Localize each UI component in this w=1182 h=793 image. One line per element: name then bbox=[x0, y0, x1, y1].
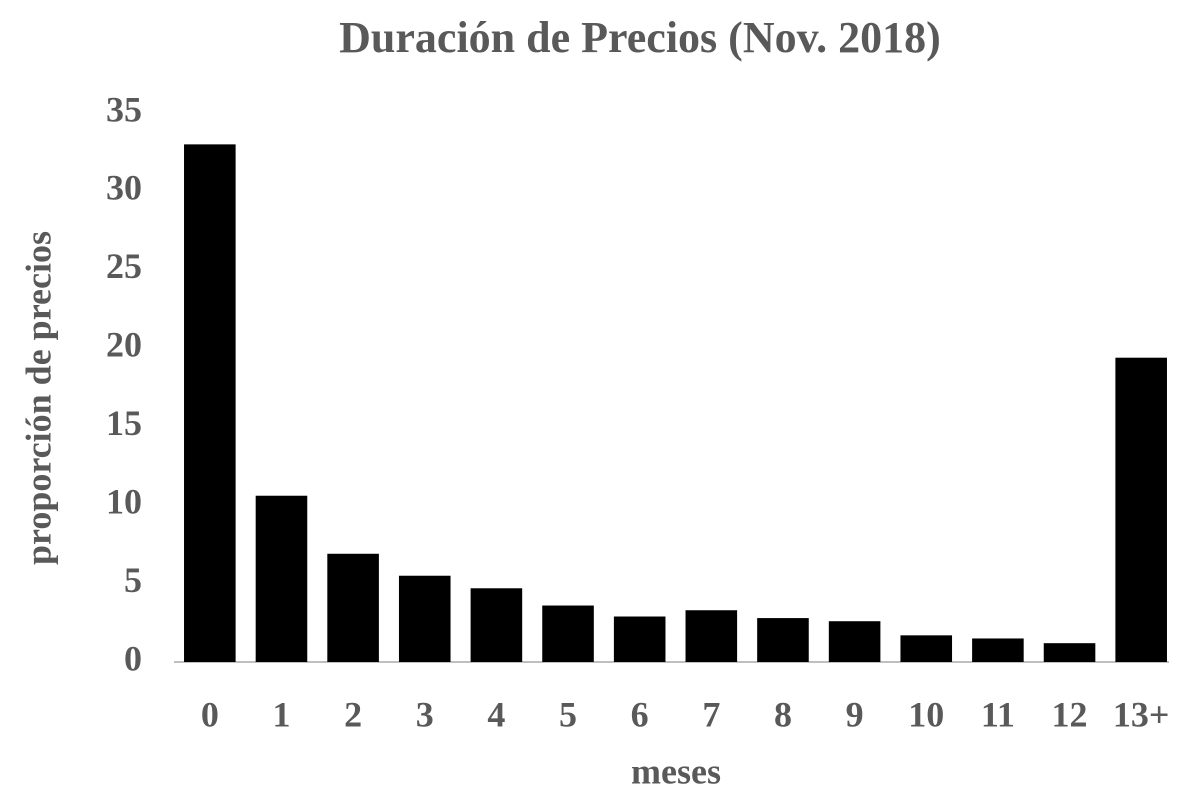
bar bbox=[972, 638, 1024, 662]
x-axis-title: meses bbox=[631, 751, 721, 791]
y-tick-label: 5 bbox=[124, 560, 142, 600]
x-tick-label: 5 bbox=[559, 694, 577, 734]
bar bbox=[685, 610, 738, 662]
x-tick-label: 0 bbox=[201, 694, 219, 734]
x-tick-label: 13+ bbox=[1113, 694, 1170, 734]
x-tick-label: 3 bbox=[416, 694, 434, 734]
bar bbox=[900, 635, 953, 662]
x-tick-label: 9 bbox=[846, 694, 864, 734]
y-axis-title: proporción de precios bbox=[18, 231, 58, 565]
x-tick-label: 2 bbox=[344, 694, 362, 734]
bar bbox=[828, 621, 881, 662]
y-tick-label: 30 bbox=[106, 168, 142, 208]
bar bbox=[1115, 357, 1167, 662]
y-tick-label: 10 bbox=[106, 481, 142, 521]
bar bbox=[757, 618, 809, 662]
bar bbox=[1043, 643, 1096, 662]
y-tick-label: 0 bbox=[124, 638, 142, 678]
y-tick-label: 15 bbox=[106, 403, 142, 443]
bar bbox=[398, 575, 451, 662]
y-tick-label: 20 bbox=[106, 325, 142, 365]
x-tick-label: 7 bbox=[702, 694, 720, 734]
y-tick-label: 35 bbox=[106, 89, 142, 129]
x-tick-label: 11 bbox=[981, 694, 1015, 734]
x-tick-label: 6 bbox=[631, 694, 649, 734]
bar bbox=[542, 605, 594, 662]
bar bbox=[470, 588, 523, 662]
x-tick-label: 4 bbox=[487, 694, 505, 734]
bar bbox=[327, 553, 379, 662]
x-tick-label: 10 bbox=[908, 694, 944, 734]
chart-title: Duración de Precios (Nov. 2018) bbox=[339, 13, 941, 62]
x-tick-label: 1 bbox=[272, 694, 290, 734]
y-tick-label: 25 bbox=[106, 246, 142, 286]
bar bbox=[613, 616, 666, 662]
x-tick-label: 8 bbox=[774, 694, 792, 734]
bar bbox=[184, 144, 236, 662]
bar bbox=[255, 495, 308, 662]
x-tick-label: 12 bbox=[1052, 694, 1088, 734]
